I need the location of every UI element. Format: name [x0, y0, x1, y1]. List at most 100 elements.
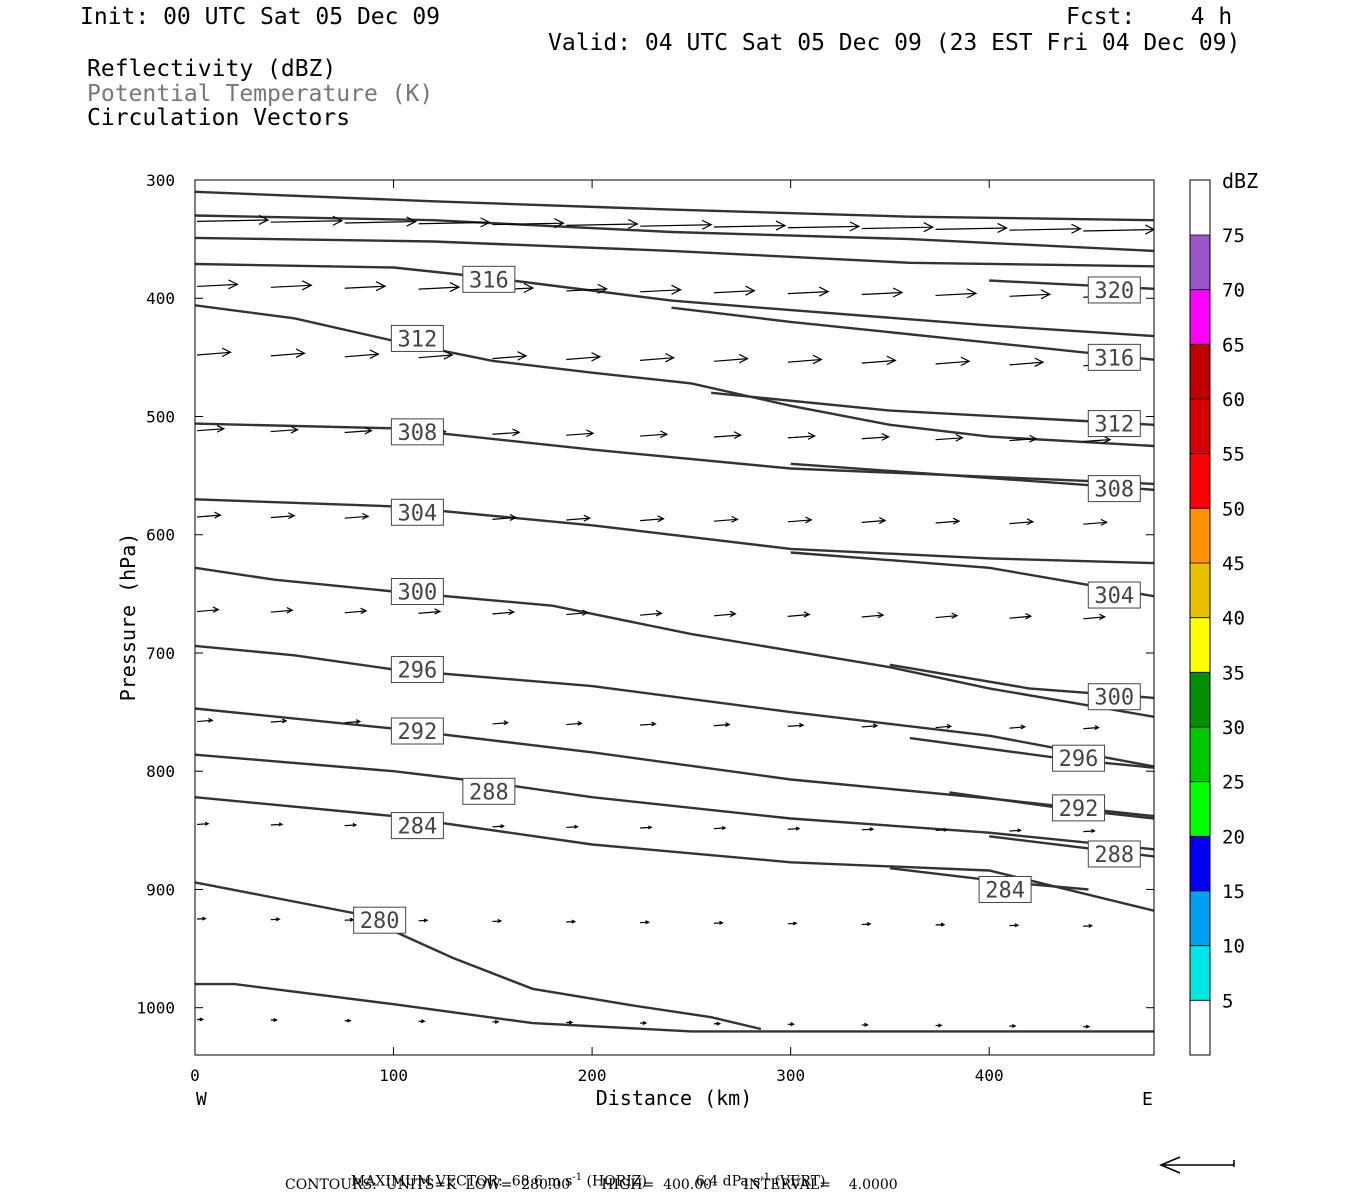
- vector-head: [421, 1019, 426, 1024]
- y-tick-label: 700: [146, 644, 175, 663]
- circulation-vector: [492, 516, 516, 520]
- vector-head: [1034, 357, 1045, 367]
- vector-head: [494, 1019, 500, 1024]
- vector-head: [290, 425, 299, 434]
- circulation-vector: [1009, 615, 1031, 619]
- vector-head: [665, 352, 676, 363]
- circulation-vector: [492, 722, 508, 725]
- circulation-vector: [196, 219, 268, 222]
- contour-label-box: [390, 656, 444, 684]
- vector-head: [500, 824, 505, 829]
- vector-head: [1040, 289, 1052, 300]
- y-tick-label: 500: [146, 407, 175, 426]
- contour-label-box: [1052, 744, 1106, 772]
- vector-head: [729, 610, 737, 618]
- vector-head: [352, 822, 358, 827]
- contour-label: 296: [1059, 747, 1099, 772]
- vector-head: [651, 721, 657, 727]
- colorbar-segment: [1190, 344, 1210, 399]
- contour-label: 296: [398, 659, 438, 684]
- vector-head: [1071, 223, 1082, 234]
- vector-head: [480, 217, 491, 228]
- vector-head: [1017, 828, 1022, 833]
- east-label: E: [1142, 1089, 1153, 1110]
- vector-head: [212, 606, 220, 613]
- contour-label: 300: [398, 580, 438, 605]
- circulation-vector: [640, 723, 656, 726]
- circulation-vector: [270, 284, 312, 288]
- contour-label-box: [1087, 276, 1141, 304]
- vector-head: [645, 920, 650, 925]
- vector-head: [406, 216, 418, 227]
- theta-contour: [195, 214, 1154, 253]
- circulation-vector: [566, 288, 607, 292]
- vector-head: [295, 348, 306, 358]
- circulation-vector: [344, 220, 416, 224]
- circulation-vector: [566, 612, 588, 616]
- circulation-vector: [713, 613, 736, 617]
- circulation-vector: [566, 517, 590, 521]
- circulation-vector: [1009, 726, 1025, 729]
- init-time: Init: 00 UTC Sat 05 Dec 09: [80, 4, 441, 30]
- contour-label: 284: [985, 878, 1025, 903]
- vector-head: [719, 920, 724, 925]
- circulation-vector: [344, 610, 367, 614]
- contour-label-box: [1087, 840, 1141, 868]
- vector-head: [877, 611, 885, 619]
- vector-head: [597, 283, 609, 294]
- contour-label: 316: [1094, 346, 1134, 371]
- contour-label-box: [1087, 475, 1141, 503]
- colorbar-segment: [1190, 453, 1210, 509]
- circulation-vector: [196, 351, 231, 356]
- theta-contour: [195, 498, 1154, 565]
- circulation-vector: [787, 435, 815, 439]
- circulation-vector: [640, 612, 662, 616]
- vector-head: [591, 352, 602, 362]
- vector-head: [332, 215, 344, 226]
- vector-head: [721, 825, 727, 830]
- vector-head: [216, 424, 226, 433]
- circulation-vector: [935, 615, 958, 619]
- circulation-vector: [1083, 521, 1107, 525]
- vector-head: [938, 1023, 943, 1028]
- colorbar-label: 75: [1222, 225, 1245, 247]
- vector-head: [568, 1020, 574, 1025]
- vector-head: [997, 222, 1008, 234]
- vector-head: [923, 222, 935, 233]
- y-tick-label: 400: [146, 289, 175, 308]
- contour-label: 284: [398, 815, 438, 840]
- theta-contour: [195, 881, 762, 1031]
- vector-head: [258, 214, 270, 226]
- colorbar-segment: [1190, 399, 1210, 454]
- y-tick-label: 1000: [136, 999, 175, 1018]
- vector-head: [1026, 518, 1035, 526]
- circulation-vector: [566, 356, 600, 361]
- circulation-vector: [935, 360, 970, 365]
- vector-head: [940, 922, 946, 927]
- y-axis-title: Pressure (hPa): [116, 533, 140, 702]
- vector-head: [517, 351, 528, 361]
- vector-head: [671, 284, 682, 295]
- vector-head: [1088, 923, 1094, 928]
- circulation-vector: [935, 437, 963, 441]
- vector-head: [278, 822, 284, 827]
- vector-head: [282, 718, 288, 724]
- contour-label-box: [1087, 581, 1141, 609]
- vector-head: [202, 916, 207, 921]
- circulation-vector: [1083, 439, 1111, 443]
- vector-head: [1099, 613, 1107, 621]
- colorbar-label: 20: [1222, 826, 1245, 848]
- theta-contour: [195, 262, 1154, 338]
- field-circulation-vectors: Circulation Vectors: [87, 105, 351, 131]
- vector-head: [849, 221, 861, 232]
- vector-head: [892, 287, 904, 298]
- vector-head: [208, 717, 214, 723]
- vector-head: [434, 608, 442, 615]
- contour-label-box: [390, 324, 444, 352]
- vector-head: [509, 514, 518, 521]
- circulation-vector: [935, 725, 951, 729]
- vector-head: [554, 218, 565, 229]
- circulation-vector: [861, 359, 896, 364]
- circulation-vector: [1009, 361, 1044, 366]
- colorbar-title: dBZ: [1222, 169, 1258, 193]
